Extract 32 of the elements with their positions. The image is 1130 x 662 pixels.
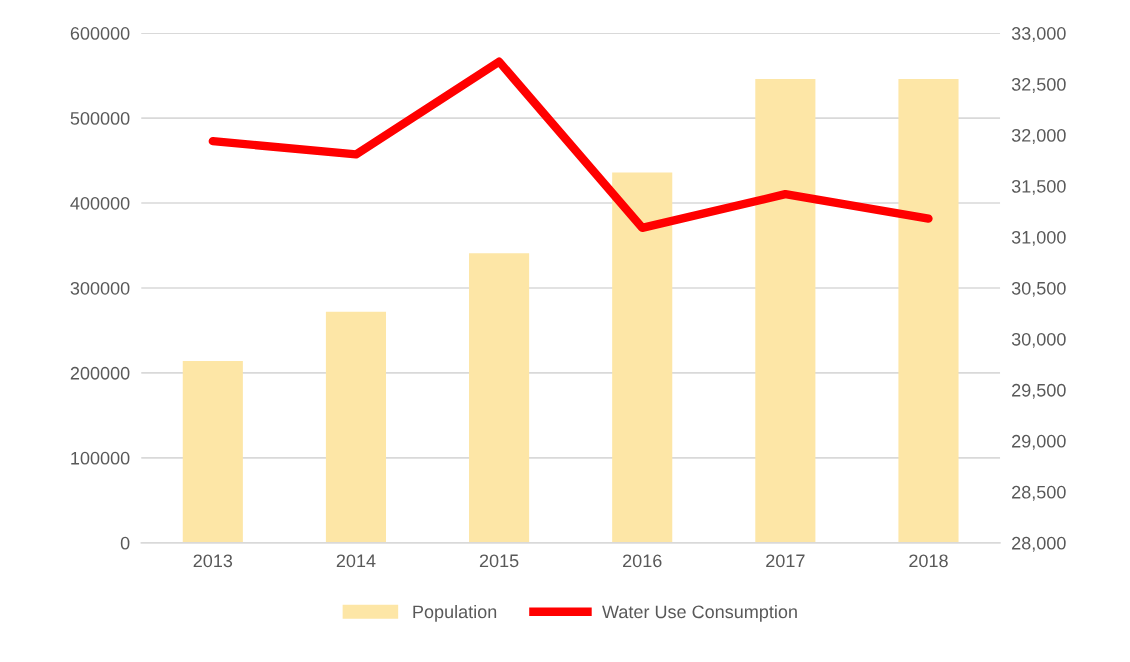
y-tick-label: 0 bbox=[120, 536, 130, 550]
bar bbox=[182, 361, 243, 543]
y-tick-label: 300000 bbox=[70, 281, 130, 295]
y2-tick-label: 32,500 bbox=[1011, 78, 1066, 93]
y2-tick-label: 30,500 bbox=[1011, 281, 1066, 297]
legend-label: Water Use Consumption bbox=[602, 604, 797, 622]
y2-tick-label: 32,000 bbox=[1011, 128, 1066, 144]
y2-tick-label: 31,000 bbox=[1011, 230, 1066, 246]
y-tick-label: 200000 bbox=[70, 366, 130, 380]
y2-tick-label: 30,000 bbox=[1011, 332, 1066, 348]
x-tick-label: 2017 bbox=[766, 554, 805, 568]
y-tick-label: 400000 bbox=[70, 196, 130, 210]
bar bbox=[755, 78, 816, 543]
x-tick-label: 2016 bbox=[623, 554, 662, 568]
bar bbox=[612, 172, 673, 543]
y-tick-label: 600000 bbox=[70, 27, 130, 40]
x-tick-label: 2018 bbox=[909, 554, 948, 568]
y-tick-label: 500000 bbox=[70, 111, 130, 125]
x-tick-label: 2013 bbox=[193, 554, 233, 568]
bar bbox=[325, 311, 387, 543]
bar bbox=[469, 253, 530, 543]
y2-tick-label: 33,000 bbox=[1011, 27, 1066, 42]
y-tick-label: 100000 bbox=[71, 451, 130, 465]
x-tick-label: 2014 bbox=[336, 554, 376, 568]
y2-tick-label: 28,500 bbox=[1012, 485, 1066, 501]
y2-tick-label: 28,000 bbox=[1012, 536, 1066, 552]
y2-tick-label: 31,500 bbox=[1011, 179, 1066, 195]
x-tick-label: 2015 bbox=[479, 554, 519, 568]
y2-tick-label: 29,000 bbox=[1012, 434, 1066, 450]
bar bbox=[898, 78, 959, 543]
y2-tick-label: 29,500 bbox=[1012, 383, 1066, 399]
legend-label: Population bbox=[413, 604, 497, 622]
